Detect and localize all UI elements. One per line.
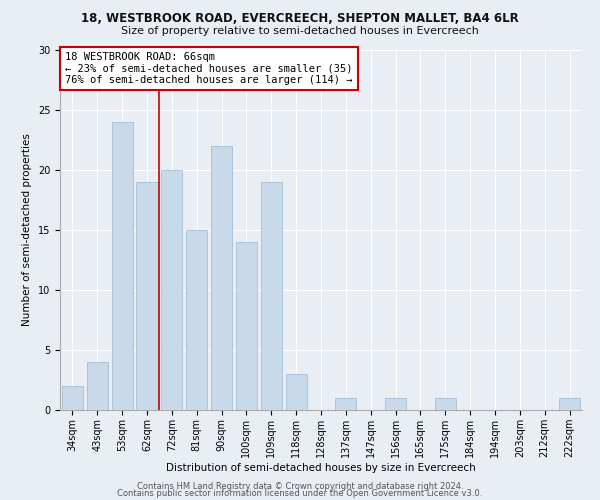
Bar: [385, 398, 406, 410]
Bar: [161, 170, 182, 410]
Bar: [261, 182, 282, 410]
Bar: [559, 398, 580, 410]
Bar: [211, 146, 232, 410]
Bar: [62, 386, 83, 410]
Bar: [112, 122, 133, 410]
X-axis label: Distribution of semi-detached houses by size in Evercreech: Distribution of semi-detached houses by …: [166, 462, 476, 472]
Bar: [335, 398, 356, 410]
Text: Size of property relative to semi-detached houses in Evercreech: Size of property relative to semi-detach…: [121, 26, 479, 36]
Bar: [286, 374, 307, 410]
Bar: [186, 230, 207, 410]
Bar: [236, 242, 257, 410]
Bar: [435, 398, 456, 410]
Bar: [87, 362, 108, 410]
Text: 18, WESTBROOK ROAD, EVERCREECH, SHEPTON MALLET, BA4 6LR: 18, WESTBROOK ROAD, EVERCREECH, SHEPTON …: [81, 12, 519, 26]
Y-axis label: Number of semi-detached properties: Number of semi-detached properties: [22, 134, 32, 326]
Text: 18 WESTBROOK ROAD: 66sqm
← 23% of semi-detached houses are smaller (35)
76% of s: 18 WESTBROOK ROAD: 66sqm ← 23% of semi-d…: [65, 52, 353, 85]
Text: Contains public sector information licensed under the Open Government Licence v3: Contains public sector information licen…: [118, 489, 482, 498]
Text: Contains HM Land Registry data © Crown copyright and database right 2024.: Contains HM Land Registry data © Crown c…: [137, 482, 463, 491]
Bar: [136, 182, 158, 410]
